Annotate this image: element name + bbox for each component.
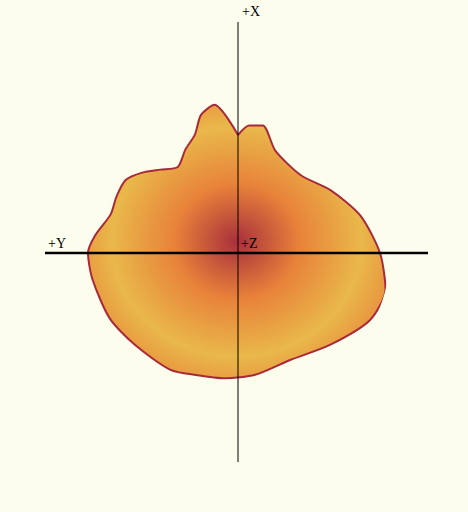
svg-text:+X: +X: [242, 4, 260, 19]
svg-text:+Y: +Y: [48, 236, 66, 251]
svg-text:+Z: +Z: [241, 236, 257, 251]
